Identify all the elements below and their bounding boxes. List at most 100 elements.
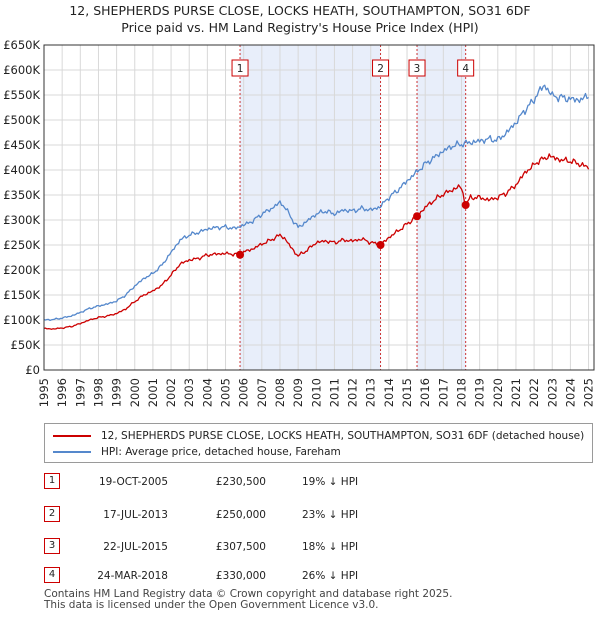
sale-number-box bbox=[408, 59, 426, 77]
y-tick-label: £400K bbox=[3, 163, 40, 177]
sale-number-box bbox=[231, 59, 249, 77]
transaction-number: 3 bbox=[44, 538, 60, 554]
y-tick-label: £450K bbox=[3, 138, 40, 152]
x-tick-label: 2007 bbox=[255, 378, 269, 407]
y-tick-label: £50K bbox=[11, 338, 41, 352]
transaction-row: 3 22-JUL-2015 £307,500 18% ↓ HPI bbox=[44, 537, 464, 557]
x-tick-label: 2010 bbox=[309, 378, 323, 407]
title-address: 12, SHEPHERDS PURSE CLOSE, LOCKS HEATH, … bbox=[69, 3, 531, 18]
footer-licence: This data is licensed under the Open Gov… bbox=[44, 599, 379, 611]
sale-point bbox=[236, 250, 245, 259]
legend-swatch-hpi bbox=[53, 451, 91, 453]
sale-number-label: 2 bbox=[377, 63, 384, 75]
x-tick-label: 2023 bbox=[545, 378, 559, 407]
footer: Contains HM Land Registry data © Crown c… bbox=[44, 589, 452, 611]
x-tick-label: 2018 bbox=[454, 378, 468, 407]
x-tick-label: 1997 bbox=[73, 378, 87, 407]
transaction-date: 19-OCT-2005 bbox=[99, 476, 168, 488]
sale-point bbox=[461, 201, 470, 209]
x-tick-label: 2005 bbox=[219, 378, 233, 407]
shaded-period bbox=[240, 45, 381, 370]
x-tick-label: 2015 bbox=[400, 378, 414, 407]
series-lines bbox=[43, 84, 590, 330]
sale-number-box bbox=[457, 59, 475, 77]
transaction-number: 1 bbox=[44, 473, 60, 489]
x-tick-label: 2000 bbox=[128, 378, 142, 407]
y-tick-label: £300K bbox=[3, 213, 40, 227]
transaction-row: 1 19-OCT-2005 £230,500 19% ↓ HPI bbox=[44, 472, 464, 492]
x-tick-label: 2021 bbox=[509, 378, 523, 407]
sale-number-box bbox=[372, 59, 390, 77]
transaction-number: 2 bbox=[44, 506, 60, 522]
legend-label-hpi: HPI: Average price, detached house, Fare… bbox=[101, 446, 341, 458]
x-tick-label: 2020 bbox=[491, 378, 505, 407]
y-tick-label: £500K bbox=[3, 113, 40, 127]
transaction-hpi: 18% ↓ HPI bbox=[302, 541, 359, 553]
sale-point bbox=[413, 212, 422, 221]
x-tick-label: 2008 bbox=[273, 378, 287, 407]
transaction-hpi: 19% ↓ HPI bbox=[302, 476, 359, 488]
transaction-price: £307,500 bbox=[215, 541, 266, 553]
y-tick-label: £100K bbox=[3, 313, 40, 327]
legend-swatch-property bbox=[53, 435, 91, 437]
x-tick-label: 2001 bbox=[146, 378, 160, 407]
sale-number-label: 3 bbox=[414, 63, 421, 75]
y-tick-label: £600K bbox=[3, 63, 40, 77]
x-tick-label: 2003 bbox=[182, 378, 196, 407]
x-tick-label: 2025 bbox=[582, 378, 596, 407]
transaction-price: £230,500 bbox=[215, 476, 266, 488]
shaded-periods bbox=[240, 45, 466, 370]
property-price-line bbox=[43, 153, 590, 330]
y-tick-label: £550K bbox=[3, 88, 40, 102]
y-tick-label: £0 bbox=[25, 363, 40, 377]
x-tick-label: 2004 bbox=[200, 378, 214, 407]
y-tick-label: £650K bbox=[3, 38, 40, 52]
legend-item-hpi: HPI: Average price, detached house, Fare… bbox=[53, 444, 341, 460]
x-tick-label: 2006 bbox=[237, 378, 251, 407]
transaction-number: 4 bbox=[44, 567, 60, 583]
y-tick-label: £350K bbox=[3, 188, 40, 202]
transaction-row: 2 17-JUL-2013 £250,000 23% ↓ HPI bbox=[44, 505, 464, 525]
x-tick-label: 1999 bbox=[110, 378, 124, 407]
y-tick-label: £200K bbox=[3, 263, 40, 277]
sale-number-label: 4 bbox=[462, 63, 469, 75]
x-tick-label: 1996 bbox=[55, 378, 69, 407]
chart-title: 12, SHEPHERDS PURSE CLOSE, LOCKS HEATH, … bbox=[0, 2, 600, 36]
transaction-row: 4 24-MAR-2018 £330,000 26% ↓ HPI bbox=[44, 566, 464, 586]
x-tick-label: 2016 bbox=[418, 378, 432, 407]
transaction-date: 17-JUL-2013 bbox=[103, 509, 168, 521]
title-subtitle: Price paid vs. HM Land Registry's House … bbox=[121, 20, 479, 35]
transaction-price: £330,000 bbox=[215, 570, 266, 582]
x-tick-label: 2014 bbox=[382, 378, 396, 407]
x-tick-label: 1995 bbox=[37, 378, 51, 407]
transaction-date: 24-MAR-2018 bbox=[97, 570, 168, 582]
x-tick-label: 2009 bbox=[291, 378, 305, 407]
x-tick-label: 2002 bbox=[164, 378, 178, 407]
transaction-hpi: 26% ↓ HPI bbox=[302, 570, 359, 582]
x-tick-label: 2012 bbox=[346, 378, 360, 407]
x-tick-label: 2024 bbox=[563, 378, 577, 407]
footer-copyright: Contains HM Land Registry data © Crown c… bbox=[44, 588, 453, 600]
axes: £0 £50K £100K £150K £200K £250K £300K £350K £400… bbox=[3, 38, 595, 407]
sale-points bbox=[236, 201, 470, 259]
legend-label-property: 12, SHEPHERDS PURSE CLOSE, LOCKS HEATH, … bbox=[101, 430, 585, 442]
plot-frame bbox=[43, 44, 595, 371]
price-chart: £0 £50K £100K £150K £200K £250K £300K £350K £400… bbox=[3, 38, 595, 407]
x-tick-label: 2022 bbox=[527, 378, 541, 407]
x-tick-label: 2011 bbox=[327, 378, 341, 407]
legend-item-property: 12, SHEPHERDS PURSE CLOSE, LOCKS HEATH, … bbox=[53, 428, 584, 444]
legend: 12, SHEPHERDS PURSE CLOSE, LOCKS HEATH, … bbox=[44, 423, 593, 463]
transaction-hpi: 23% ↓ HPI bbox=[302, 509, 359, 521]
y-tick-label: £150K bbox=[3, 288, 40, 302]
sale-number-label: 1 bbox=[237, 63, 244, 75]
y-tick-label: £250K bbox=[3, 238, 40, 252]
transaction-date: 22-JUL-2015 bbox=[103, 541, 168, 553]
x-tick-label: 2017 bbox=[436, 378, 450, 407]
sale-number-boxes: 1 2 3 4 bbox=[231, 59, 475, 77]
x-tick-label: 1998 bbox=[91, 378, 105, 407]
sale-point bbox=[376, 241, 385, 249]
transaction-price: £250,000 bbox=[215, 509, 266, 521]
hpi-line bbox=[43, 84, 589, 322]
x-tick-label: 2013 bbox=[364, 378, 378, 407]
x-tick-label: 2019 bbox=[473, 378, 487, 407]
